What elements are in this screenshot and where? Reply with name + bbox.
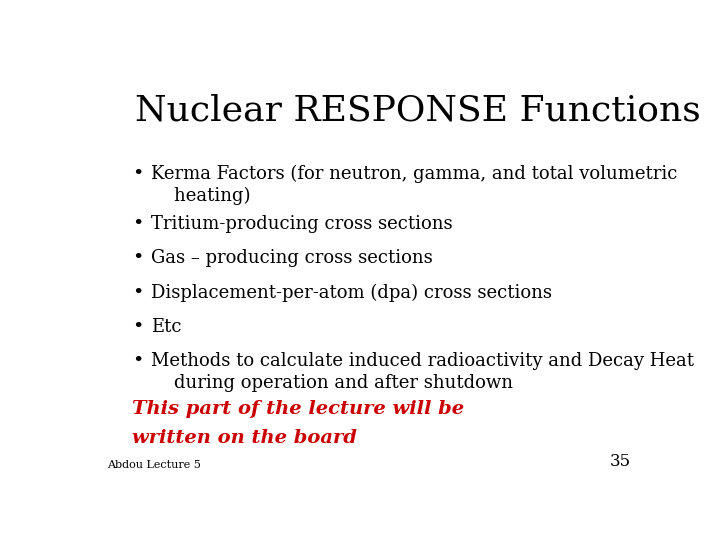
- Text: •: •: [132, 215, 143, 233]
- Text: Kerma Factors (for neutron, gamma, and total volumetric
    heating): Kerma Factors (for neutron, gamma, and t…: [151, 165, 678, 205]
- Text: •: •: [132, 318, 143, 335]
- Text: This part of the lecture will be: This part of the lecture will be: [132, 400, 464, 417]
- Text: Methods to calculate induced radioactivity and Decay Heat
    during operation a: Methods to calculate induced radioactivi…: [151, 352, 694, 392]
- Text: Gas – producing cross sections: Gas – producing cross sections: [151, 249, 433, 267]
- Text: 35: 35: [610, 453, 631, 470]
- Text: •: •: [132, 284, 143, 301]
- Text: •: •: [132, 249, 143, 267]
- Text: •: •: [132, 165, 143, 183]
- Text: •: •: [132, 352, 143, 370]
- Text: written on the board: written on the board: [132, 429, 356, 448]
- Text: Tritium-producing cross sections: Tritium-producing cross sections: [151, 215, 453, 233]
- Text: Nuclear RESPONSE Functions: Nuclear RESPONSE Functions: [135, 94, 701, 128]
- Text: Etc: Etc: [151, 318, 182, 335]
- Text: Abdou Lecture 5: Abdou Lecture 5: [107, 460, 201, 470]
- Text: Displacement-per-atom (dpa) cross sections: Displacement-per-atom (dpa) cross sectio…: [151, 284, 552, 302]
